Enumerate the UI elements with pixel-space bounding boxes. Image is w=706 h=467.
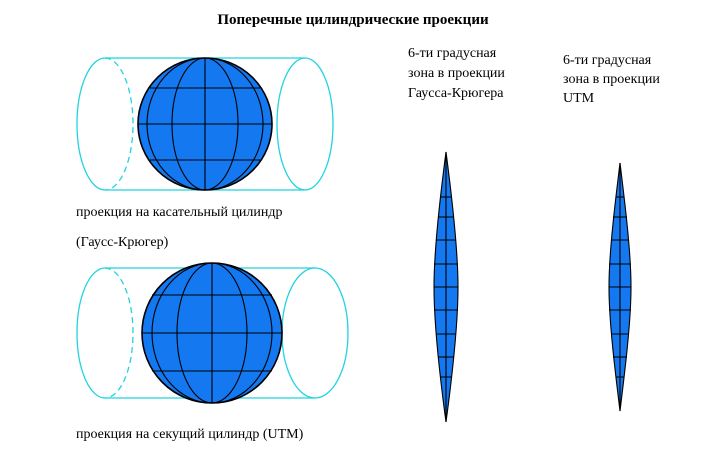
zone-gk-label-line-3: Гаусса-Крюгера	[408, 86, 504, 101]
tangent-caption-method: (Гаусс-Крюгер)	[76, 235, 169, 250]
secant-globe	[141, 262, 283, 404]
tangent-globe	[137, 57, 273, 191]
tangent-caption: проекция на касательный цилиндр	[76, 205, 283, 220]
zone-utm-label-line-3: UTM	[563, 91, 595, 106]
zone-utm-label-line-1: 6-ти градусная	[563, 53, 652, 68]
zone-gk-label-line-2: зона в проекции	[408, 66, 505, 81]
figure-title: Поперечные цилиндрические проекции	[217, 12, 489, 28]
secant-caption: проекция на секущий цилиндр (UTM)	[76, 427, 304, 442]
gauss-kruger-zone	[433, 151, 459, 423]
zone-utm-label-line-2: зона в проекции	[563, 72, 660, 87]
zone-gk-label-line-1: 6-ти градусная	[408, 46, 497, 61]
utm-zone	[608, 162, 632, 412]
